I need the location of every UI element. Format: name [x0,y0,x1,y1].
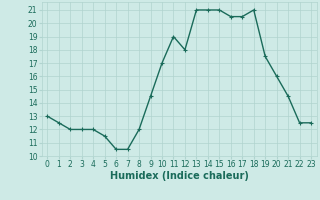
X-axis label: Humidex (Indice chaleur): Humidex (Indice chaleur) [110,171,249,181]
